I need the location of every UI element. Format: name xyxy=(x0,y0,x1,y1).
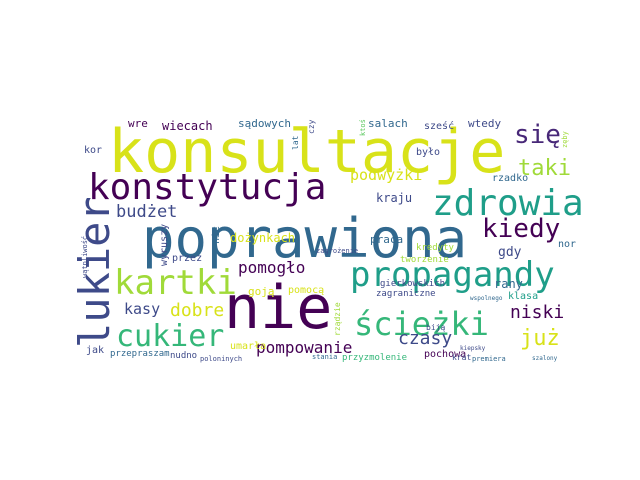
word-nie: nie xyxy=(224,273,333,343)
word-wtedy: wtedy xyxy=(468,117,502,130)
word-podwyzki: podwyżki xyxy=(350,166,423,184)
word-taki: taki xyxy=(518,156,571,181)
word-czy: czy xyxy=(307,119,316,134)
word-przepraszam: przepraszam xyxy=(110,349,170,359)
word-przez: przez xyxy=(172,253,203,264)
word-bylo: było xyxy=(416,147,441,158)
word-konsultacje: konsultacje xyxy=(108,117,506,187)
word-praca: praca xyxy=(370,233,404,246)
word-kredyty: kredyty xyxy=(416,243,454,253)
word-kasy: kasy xyxy=(124,300,161,318)
word-rany: rany xyxy=(494,277,523,291)
word-ktos: ktoś xyxy=(359,119,367,136)
word-sciezki: ścieżki xyxy=(354,305,489,343)
word-pomoca: pomocą xyxy=(288,285,325,296)
word-krat: krat xyxy=(452,353,472,362)
word-watpliwosc: wątpliwość xyxy=(81,235,89,278)
word-wyruszy: wyruszy xyxy=(159,223,170,266)
word-nor: nor xyxy=(558,239,577,250)
word-gierkowskich: gierkowskich xyxy=(380,279,446,289)
word-juz: już xyxy=(520,326,560,351)
word-poloninych: poloninych xyxy=(200,355,243,363)
word-wspolnego: wspolnego xyxy=(470,295,503,302)
word-lat: lat xyxy=(291,135,300,150)
word-przyzmolenie: przyzmolenie xyxy=(342,353,408,363)
word-szalony: szalony xyxy=(532,355,558,362)
word-nudno: nudno xyxy=(170,351,198,361)
word-kartki: kartki xyxy=(114,263,237,303)
word-rzadzie: rządzie xyxy=(333,302,342,336)
word-dozynkach: dożynkach xyxy=(230,231,296,245)
word-salach: salach xyxy=(368,117,408,130)
word-pochowa: pochowa xyxy=(424,349,467,360)
word-rzadko: rzadko xyxy=(492,173,529,184)
word-kraju: kraju xyxy=(376,191,413,205)
word-cloud: konsultacje poprawiona nie konstytucja z… xyxy=(70,117,584,366)
word-propagandy: propagandy xyxy=(350,255,555,295)
word-budzet: budżet xyxy=(116,202,178,222)
word-kiepsky: kiepsky xyxy=(460,345,486,352)
word-cukier: cukier xyxy=(116,319,225,354)
word-czasy: czasy xyxy=(398,328,453,349)
word-dobre: dobre xyxy=(170,300,225,321)
word-klasa: klasa xyxy=(508,291,539,302)
word-pomoglo: pomogło xyxy=(238,258,306,277)
word-tworzenie: tworzenie xyxy=(400,255,449,265)
word-zagrozenie: zagrożenie xyxy=(316,247,359,255)
word-zagraniczne: zagraniczne xyxy=(376,289,436,299)
word-jak: jak xyxy=(86,345,105,356)
word-niski: niski xyxy=(510,302,565,323)
word-premiera: premiera xyxy=(472,355,506,363)
word-poprawiona: poprawiona xyxy=(142,207,468,270)
word-szesc: sześć xyxy=(424,121,455,132)
word-konstytucja: konstytucja xyxy=(88,167,327,208)
word-pompowanie: pompowanie xyxy=(256,338,353,357)
word-gdy: gdy xyxy=(498,245,522,260)
word-wre: wre xyxy=(128,117,148,130)
word-sadowych: sądowych xyxy=(238,117,291,130)
word-bija: biją xyxy=(426,323,446,332)
word-umarla: umarła xyxy=(230,341,267,352)
word-wiecach: wiecach xyxy=(162,119,213,133)
word-zdrowia: zdrowia xyxy=(432,183,584,224)
word-stania: stania xyxy=(312,353,338,361)
word-nic: nic xyxy=(211,225,222,244)
word-zebys: zęby xyxy=(561,131,569,148)
word-kor: kor xyxy=(84,145,103,156)
word-sie: się xyxy=(514,120,561,150)
word-goja: goją xyxy=(248,285,275,298)
word-kiedy: kiedy xyxy=(482,214,561,244)
